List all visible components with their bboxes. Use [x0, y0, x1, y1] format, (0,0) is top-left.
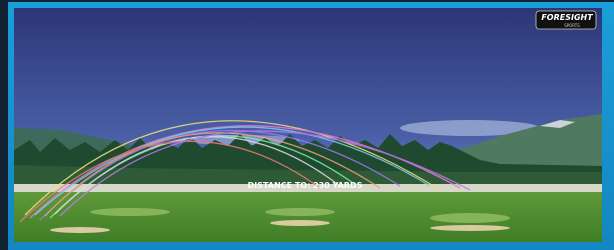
green-target: [430, 213, 510, 223]
green-target: [90, 208, 170, 216]
bunker: [430, 225, 510, 231]
distance-label: DISTANCE TO: 230 YARDS: [248, 181, 363, 190]
scene: DISTANCE TO: 230 YARDS: [14, 8, 602, 242]
bunker: [270, 220, 330, 226]
logo-sub: SPORTS: [564, 23, 580, 28]
grass: [14, 192, 602, 242]
bunker: [50, 227, 110, 233]
green-target: [265, 208, 335, 216]
logo-brand: FORESIGHT: [541, 13, 593, 22]
simulator-view: DISTANCE TO: 230 YARDS FORESIGHT SPORTS: [0, 0, 614, 250]
logo: FORESIGHT SPORTS: [536, 11, 596, 29]
